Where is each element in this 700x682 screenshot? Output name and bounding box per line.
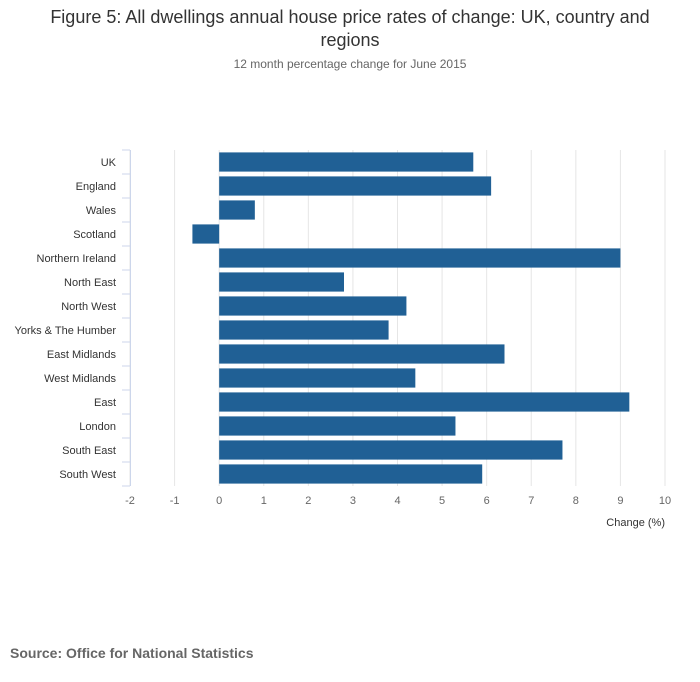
chart-title: Figure 5: All dwellings annual house pri… <box>50 7 650 50</box>
bar-south-east[interactable] <box>219 440 563 460</box>
x-tick-label: 6 <box>484 495 490 507</box>
bar-london[interactable] <box>219 416 456 436</box>
x-axis-title: Change (%) <box>606 517 665 529</box>
bars <box>192 152 630 484</box>
bar-yorks-the-humber[interactable] <box>219 320 389 340</box>
category-label: Northern Ireland <box>37 253 117 265</box>
category-label: Wales <box>86 205 117 217</box>
x-tick-label: 0 <box>216 495 222 507</box>
x-tick-label: -2 <box>125 495 135 507</box>
bar-south-west[interactable] <box>219 464 483 484</box>
bar-scotland[interactable] <box>192 224 220 244</box>
x-tick-label: 8 <box>573 495 579 507</box>
x-tick-label: 1 <box>261 495 267 507</box>
category-label: North West <box>61 301 116 313</box>
chart-subtitle: 12 month percentage change for June 2015 <box>233 57 467 71</box>
category-label: South East <box>62 445 116 457</box>
bar-northern-ireland[interactable] <box>219 248 621 268</box>
bar-east-midlands[interactable] <box>219 344 505 364</box>
labels: UK England Wales Scotland Northern Ireland No… <box>15 157 672 529</box>
x-tick-label: 5 <box>439 495 445 507</box>
category-label: London <box>79 421 116 433</box>
x-tick-label: 2 <box>305 495 311 507</box>
x-tick-label: 10 <box>659 495 671 507</box>
category-label: Scotland <box>73 229 116 241</box>
category-label: South West <box>59 469 116 481</box>
category-label: West Midlands <box>44 373 116 385</box>
x-tick-label: -1 <box>170 495 180 507</box>
source-note: Source: Office for National Statistics <box>10 645 254 661</box>
category-label: East Midlands <box>47 349 117 361</box>
category-label: East <box>94 397 116 409</box>
x-tick-label: 4 <box>394 495 400 507</box>
bar-west-midlands[interactable] <box>219 368 416 388</box>
bar-uk[interactable] <box>219 152 474 172</box>
category-label: UK <box>101 157 117 169</box>
bar-wales[interactable] <box>219 200 255 220</box>
category-label: Yorks & The Humber <box>15 325 117 337</box>
bar-england[interactable] <box>219 176 492 196</box>
x-tick-label: 9 <box>617 495 623 507</box>
category-label: North East <box>64 277 116 289</box>
bar-north-west[interactable] <box>219 296 407 316</box>
bar-north-east[interactable] <box>219 272 344 292</box>
x-tick-label: 3 <box>350 495 356 507</box>
category-label: England <box>76 181 116 193</box>
bar-east[interactable] <box>219 392 630 412</box>
x-tick-label: 7 <box>528 495 534 507</box>
axes <box>122 149 131 487</box>
